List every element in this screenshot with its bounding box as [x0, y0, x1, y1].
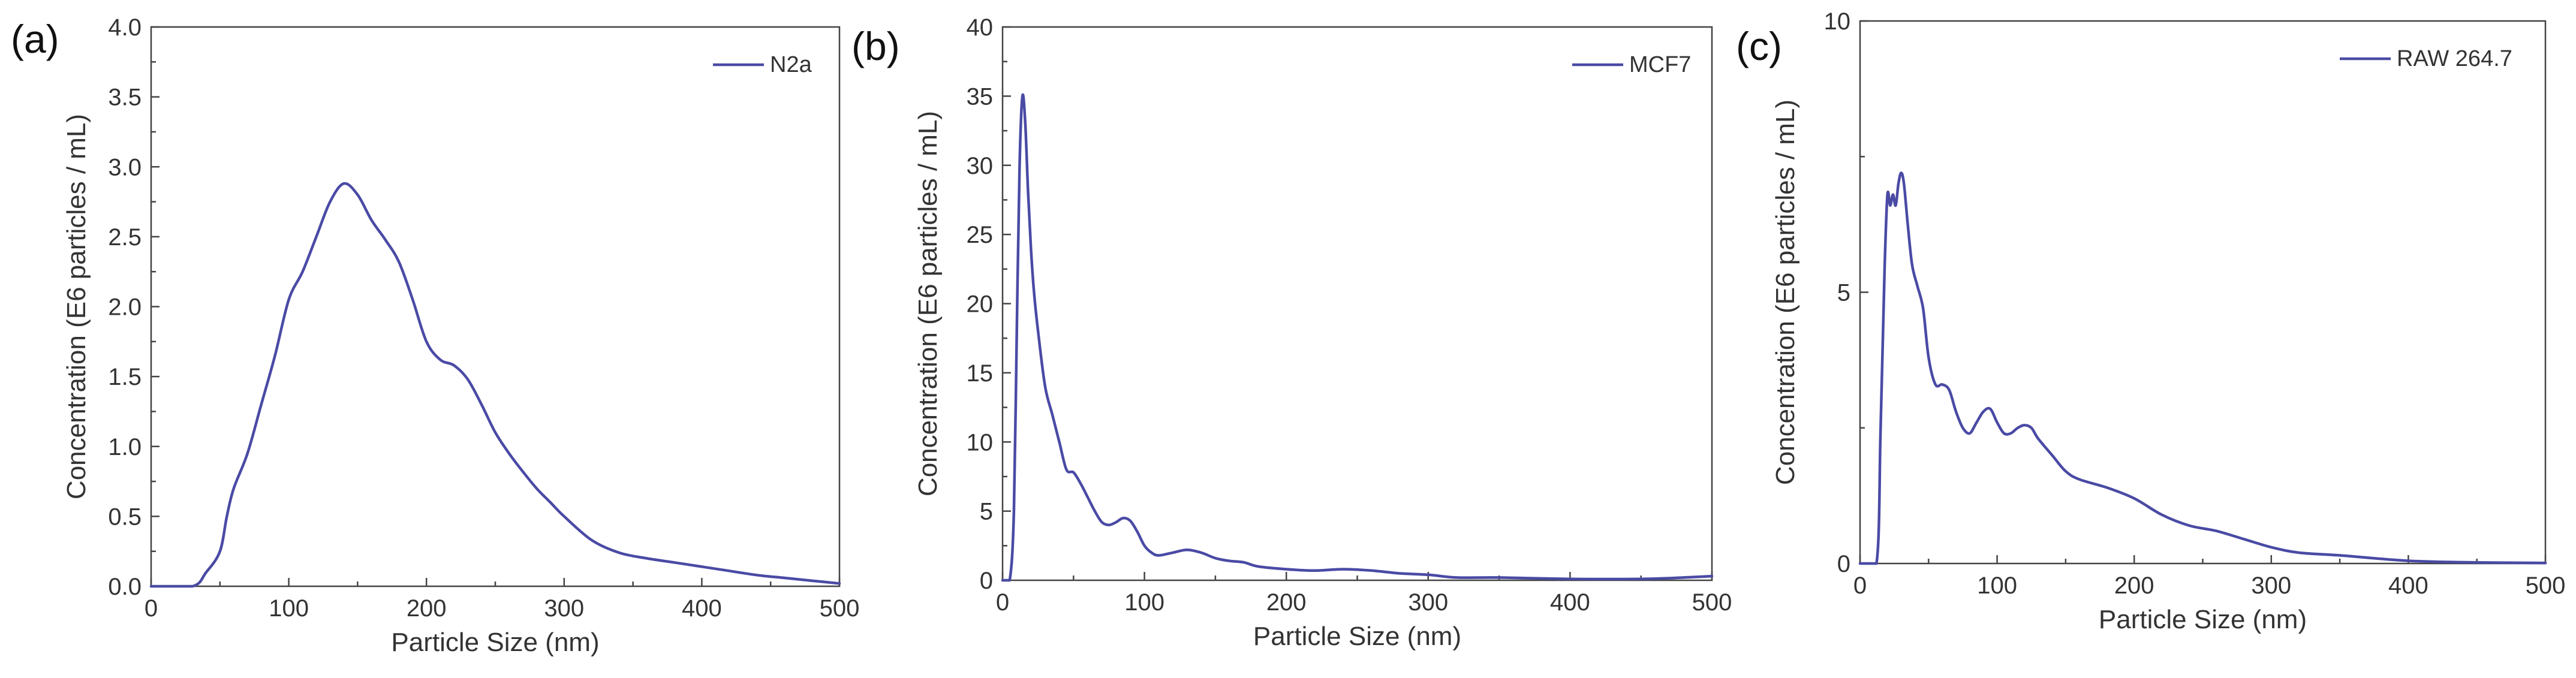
y-axis-title: Concentration (E6 particles / mL): [62, 114, 91, 499]
x-axis-title: Particle Size (nm): [2099, 605, 2307, 634]
y-axis-title: Concentration (E6 particles / mL): [1771, 100, 1800, 485]
x-tick-label: 0: [1853, 572, 1867, 599]
y-tick-label: 3.5: [108, 85, 142, 111]
y-tick-label: 0.0: [108, 574, 142, 600]
y-tick-label: 0.5: [108, 504, 142, 530]
x-axis-title: Particle Size (nm): [391, 628, 599, 657]
chart-panel-2: (b) 0 100 200 300 400 500 0 5 10 15 20 25 30 35 40 Parti…: [851, 14, 1732, 651]
series-line-raw-264-7: [1858, 171, 2547, 565]
y-axis-title: Concentration (E6 particles / mL): [913, 111, 943, 496]
x-tick-label: 300: [1408, 589, 1448, 616]
panel-label: (b): [851, 24, 900, 68]
x-tick-label: 200: [2114, 572, 2154, 599]
x-tick-label: 500: [1692, 589, 1732, 616]
y-tick-label: 5: [1837, 280, 1850, 306]
x-tick-label: 0: [996, 589, 1009, 616]
x-axis-title: Particle Size (nm): [1253, 622, 1461, 651]
y-tick-label: 1.5: [108, 364, 142, 390]
y-tick-label: 0: [980, 568, 993, 594]
x-tick-label: 100: [1124, 589, 1164, 616]
plot-frame: [1859, 20, 2547, 565]
plot-frame: [150, 26, 841, 587]
x-tick-label: 500: [820, 595, 860, 622]
plot-frame: [1001, 26, 1713, 581]
x-tick-label: 0: [145, 595, 158, 622]
x-tick-label: 500: [2526, 572, 2566, 599]
y-tick-label: 4.0: [108, 14, 142, 41]
x-tick-label: 400: [1550, 589, 1590, 616]
y-tick-label: 10: [1824, 8, 1851, 35]
x-tick-label: 100: [1977, 572, 2017, 599]
x-tick-label: 400: [2388, 572, 2428, 599]
y-tick-label: 40: [967, 14, 994, 41]
legend-label: MCF7: [1629, 52, 1691, 77]
x-tick-label: 300: [544, 595, 584, 622]
y-tick-label: 25: [967, 222, 994, 248]
y-tick-label: 10: [967, 429, 994, 456]
panel-label: (c): [1736, 24, 1782, 68]
legend-label: RAW 264.7: [2397, 46, 2512, 71]
chart-panel-3: (c) 0 100 200 300 400 500 0 5 10 Particle Size (nm…: [1736, 8, 2565, 634]
x-tick-label: 300: [2251, 572, 2291, 599]
y-tick-label: 3.0: [108, 154, 142, 180]
legend-label: N2a: [770, 52, 812, 77]
series-line-mcf7: [1001, 93, 1714, 582]
y-tick-label: 2.5: [108, 224, 142, 251]
y-tick-label: 30: [967, 153, 994, 179]
chart-panel-1: (a) 0 100 200 300 400 500 0.0 0.5 1.0 1.5 2.0 2.5 3.0…: [11, 14, 859, 657]
y-tick-label: 1.0: [108, 434, 142, 460]
y-tick-label: 35: [967, 83, 994, 110]
y-tick-label: 0: [1837, 551, 1850, 577]
x-tick-label: 200: [1266, 589, 1307, 616]
y-tick-label: 20: [967, 291, 994, 318]
x-tick-label: 100: [269, 595, 309, 622]
y-tick-label: 2.0: [108, 294, 142, 321]
x-tick-label: 400: [682, 595, 722, 622]
y-tick-label: 5: [980, 499, 993, 525]
y-tick-label: 15: [967, 360, 994, 387]
panel-label: (a): [11, 17, 59, 61]
x-tick-label: 200: [407, 595, 447, 622]
series-line-n2a: [149, 182, 841, 588]
